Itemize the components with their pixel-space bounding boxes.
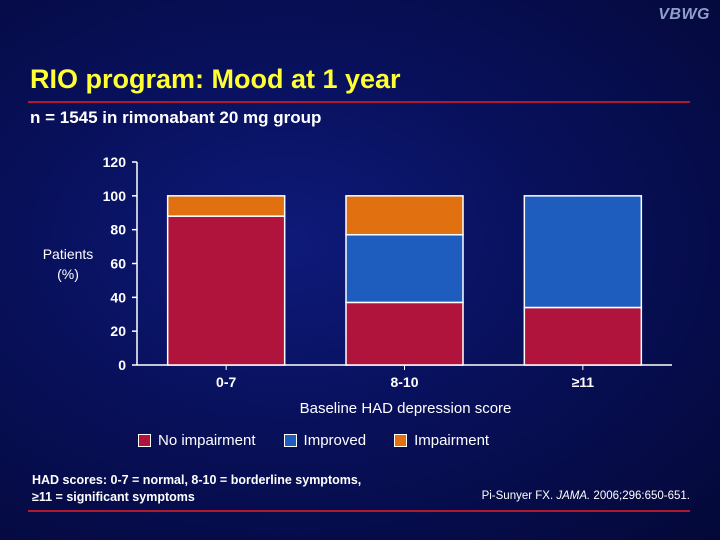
bar-segment (523, 306, 643, 366)
legend-label-improved: Improved (303, 432, 367, 449)
title-divider (28, 101, 690, 103)
citation-details: 2006;296:650-651. (590, 490, 690, 502)
footnote: HAD scores: 0-7 = normal, 8-10 = borderl… (32, 472, 361, 506)
y-tick-label: 100 (103, 188, 127, 204)
legend-item-improved: Improved (283, 432, 367, 449)
legend-swatch-improved (283, 434, 297, 447)
bar-segment (345, 301, 464, 366)
x-axis-title: Baseline HAD depression score (300, 400, 512, 417)
citation-author: Pi-Sunyer FX. (481, 490, 557, 502)
y-axis-title-unit: (%) (57, 266, 79, 282)
y-tick-label: 120 (103, 154, 127, 170)
citation-journal: JAMA. (556, 490, 591, 502)
legend-label-no-impairment: No impairment (158, 432, 256, 449)
legend-swatch-no-impairment (138, 434, 151, 447)
slide-subtitle: n = 1545 in rimonabant 20 mg group (30, 108, 322, 127)
y-tick-label: 60 (110, 256, 126, 272)
legend-label-impairment: Impairment (414, 432, 490, 449)
slide-title: RIO program: Mood at 1 year (30, 64, 401, 94)
stacked-bar-chart: 0 20 40 60 80 100 120 0-7 8-10 ≥11 Baseline HAD de… (43, 154, 643, 417)
x-tick-label: 0-7 (216, 374, 236, 390)
footnote-line-2: ≥11 = significant symptoms (32, 490, 195, 504)
legend-item-impairment: Impairment (394, 432, 489, 449)
bar-segment (166, 215, 286, 366)
footnote-line-1: HAD scores: 0-7 = normal, 8-10 = borderl… (32, 473, 362, 487)
chart-legend: No impairment Improved Impairment (138, 432, 489, 449)
y-tick-label: 80 (110, 222, 126, 238)
bar-segment (345, 233, 464, 304)
y-tick-label: 0 (118, 357, 126, 373)
y-tick-label: 20 (110, 323, 126, 339)
y-axis-title: Patients (43, 246, 94, 262)
vbwg-logo: VBWG (658, 6, 710, 23)
y-tick-label: 40 (110, 289, 126, 305)
bar-segment (166, 195, 286, 217)
bar-segment (523, 195, 643, 309)
x-tick-label: 8-10 (390, 374, 418, 390)
legend-swatch-impairment (394, 434, 408, 447)
bar-segment (345, 195, 464, 236)
footer-divider (28, 510, 690, 512)
legend-item-no-impairment: No impairment (138, 432, 256, 449)
x-tick-label: ≥11 (572, 374, 595, 390)
citation: Pi-Sunyer FX. JAMA. 2006;296:650-651. (482, 490, 690, 502)
